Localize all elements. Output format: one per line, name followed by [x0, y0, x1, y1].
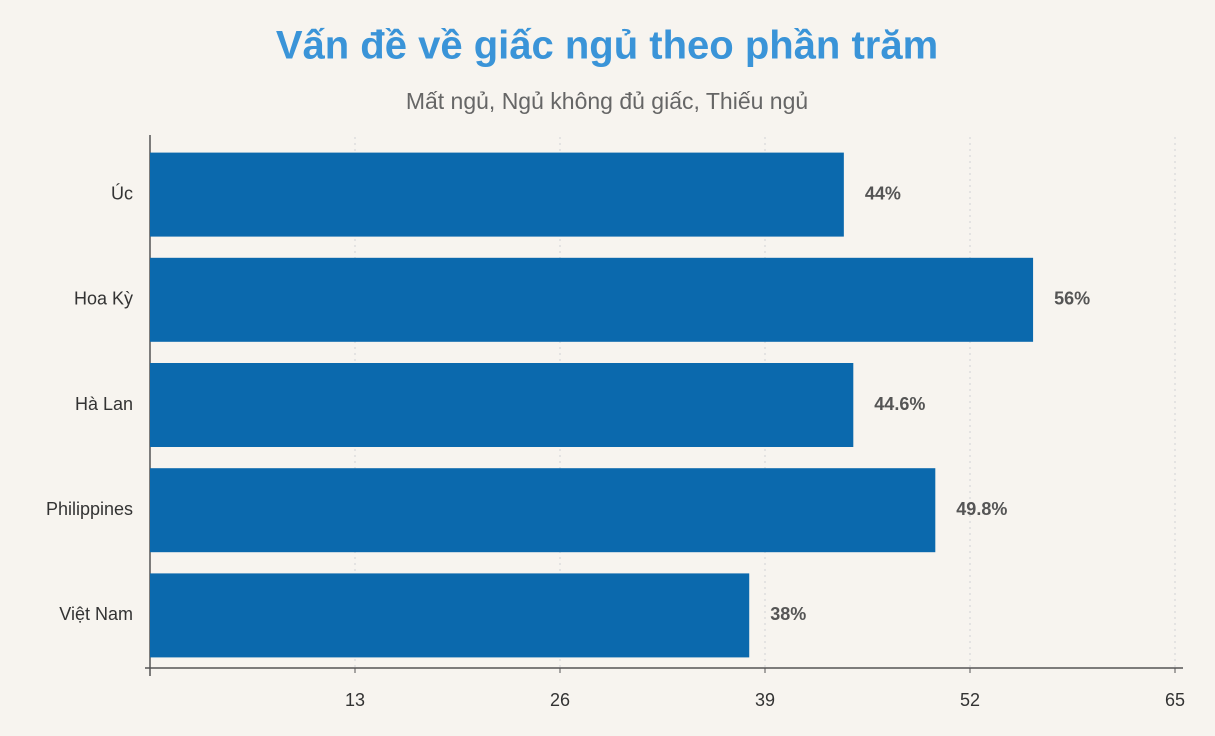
value-label: 38%	[770, 604, 806, 624]
y-tick-label: Hoa Kỳ	[74, 289, 133, 309]
value-label: 44.6%	[874, 394, 925, 414]
x-tick-label: 39	[755, 690, 775, 710]
value-label: 49.8%	[956, 499, 1007, 519]
x-tick-label: 26	[550, 690, 570, 710]
bar	[150, 152, 844, 237]
chart-subtitle: Mất ngủ, Ngủ không đủ giấc, Thiếu ngủ	[406, 88, 808, 114]
x-tick-label: 65	[1165, 690, 1185, 710]
bar	[150, 363, 854, 447]
bar	[150, 257, 1034, 342]
y-tick-label: Philippines	[46, 499, 133, 519]
y-tick-label: Úc	[111, 182, 133, 203]
value-label: 44%	[865, 183, 901, 203]
x-tick-label: 13	[345, 690, 365, 710]
y-tick-label: Việt Nam	[59, 604, 133, 624]
value-label: 56%	[1054, 289, 1090, 309]
x-tick-label: 52	[960, 690, 980, 710]
chart-title: Vấn đề về giấc ngủ theo phần trăm	[276, 24, 938, 68]
bar	[150, 573, 750, 658]
bar	[150, 468, 936, 553]
y-tick-label: Hà Lan	[75, 394, 133, 414]
